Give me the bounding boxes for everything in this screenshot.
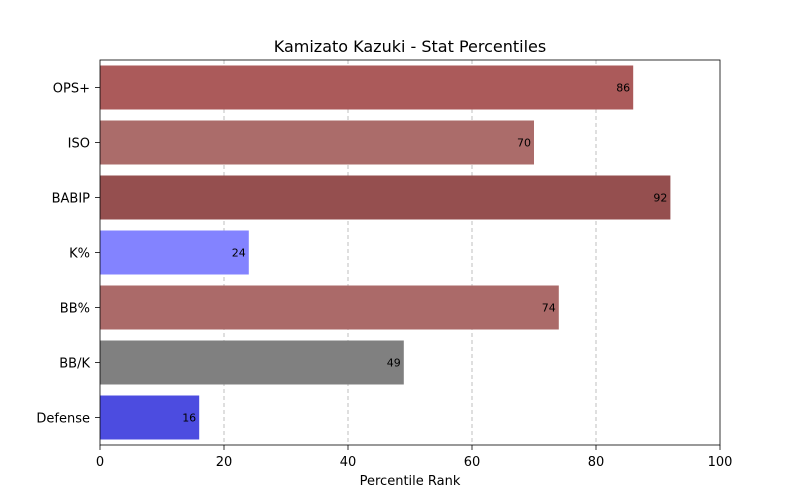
- category-label: OPS+: [53, 82, 90, 97]
- bar-bb: [100, 285, 559, 330]
- category-label: ISO: [68, 137, 90, 152]
- grid-layer: [223, 60, 597, 445]
- bar-defense: [100, 395, 200, 440]
- bar-value-label: 49: [387, 357, 401, 370]
- category-label: Defense: [36, 412, 90, 427]
- x-tick-label: 60: [464, 455, 481, 470]
- chart-title: Kamizato Kazuki - Stat Percentiles: [274, 37, 546, 56]
- bar-value-label: 24: [232, 247, 246, 260]
- category-label: BABIP: [52, 192, 91, 207]
- labels-layer: 86 70 92 24 74 49 16: [182, 82, 667, 425]
- bar-bb-k: [100, 340, 404, 385]
- x-tick-label: 80: [588, 455, 605, 470]
- bars-layer: [100, 65, 671, 440]
- x-tick-label: 100: [708, 455, 733, 470]
- x-tick-label: 0: [96, 455, 104, 470]
- bar-value-label: 16: [182, 412, 196, 425]
- bar-ops: [100, 65, 634, 110]
- bar-k: [100, 230, 249, 275]
- x-tick-label: 40: [340, 455, 357, 470]
- bar-value-label: 92: [653, 192, 667, 205]
- bar-value-label: 86: [616, 82, 630, 95]
- x-axis-label: Percentile Rank: [360, 474, 461, 489]
- plot-frame: [99, 59, 721, 446]
- category-label: K%: [69, 247, 90, 262]
- bar-babip: [100, 175, 671, 220]
- x-tick-label: 20: [216, 455, 233, 470]
- category-label: BB/K: [59, 357, 90, 372]
- bar-value-label: 70: [517, 137, 531, 150]
- bar-iso: [100, 120, 534, 165]
- axis-layer: 0 20 40 60 80 100 OPS+ ISO BABIP K% BB% BB/K Defense: [36, 82, 732, 471]
- bar-value-label: 74: [542, 302, 556, 315]
- category-label: BB%: [60, 302, 90, 317]
